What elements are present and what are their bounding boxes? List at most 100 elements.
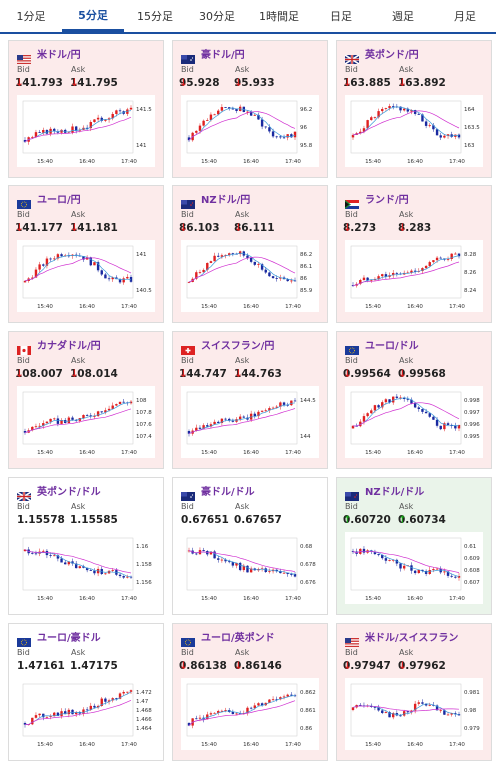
candle-body	[85, 127, 89, 129]
x-tick-label: 15:40	[201, 159, 217, 165]
tab-timeframe[interactable]: 15分足	[137, 10, 173, 23]
y-tick-label: 8.26	[464, 270, 477, 276]
candle-body	[351, 134, 355, 138]
price-chart[interactable]: 96.2 96 95.8 15:40 16:40 17:40	[181, 95, 319, 167]
candle-body	[249, 257, 253, 262]
tab-timeframe[interactable]: 1分足	[16, 10, 46, 23]
price-chart[interactable]: 0.862 0.861 0.86 15:40 16:40 17:40	[181, 678, 319, 750]
tab-timeframe[interactable]: 30分足	[199, 10, 235, 23]
pair-name[interactable]: 英ポンド/ドル	[37, 486, 101, 498]
card-header: 米ドル/円	[17, 46, 81, 64]
candle-body	[351, 425, 355, 429]
candle-body	[359, 704, 362, 706]
tab-timeframe[interactable]: 5分足	[62, 0, 124, 32]
quote-card[interactable]: ユーロ/円 Bid Ask ↓ 141.177 ↓ 141.181 141 140.5 15:40…	[8, 185, 164, 323]
tab-timeframe[interactable]: 月足	[454, 10, 476, 23]
price-chart[interactable]: 141.5 141 15:40 16:40 17:40	[17, 95, 155, 167]
x-tick-label: 17:40	[121, 159, 137, 165]
quote-card[interactable]: ランド/円 Bid Ask ↓ 8.273 ↓ 8.283 8.28 8.26 8.24 15:40…	[336, 185, 492, 323]
candle-body	[118, 401, 122, 405]
price-chart[interactable]: 1.16 1.158 1.156 15:40 16:40 17:40	[17, 532, 155, 604]
tab-timeframe[interactable]: 週足	[392, 10, 414, 23]
candle-body	[107, 700, 111, 702]
candle-body	[268, 408, 271, 411]
candle-body	[100, 117, 103, 121]
ask-label: Ask	[71, 502, 86, 511]
card-header: 英ポンド/ドル	[16, 483, 101, 502]
pair-name[interactable]: ランド/円	[365, 194, 409, 206]
quote-card[interactable]: ユーロ/ドル Bid Ask ↓ 0.99564 ↓ 0.99568 0.998 0.997 0.…	[336, 331, 492, 469]
ma-short-line	[352, 703, 460, 716]
quote-card[interactable]: NZドル/円 Bid Ask ↓ 86.103 ↓ 86.111 86.2 86.1 86 85.9…	[172, 185, 328, 323]
quote-card[interactable]: 米ドル/スイスフラン Bid Ask ↓ 0.97947 ↓ 0.97962 0.981 0.9…	[336, 623, 492, 761]
candle-body	[122, 576, 125, 578]
quote-card[interactable]: ユーロ/豪ドル Bid Ask 1.47161 1.47175 1.472 1.47 1.46…	[8, 623, 164, 761]
candle-body	[366, 413, 369, 417]
candle-body	[111, 113, 114, 119]
candle-body	[373, 706, 377, 708]
candle-body	[67, 255, 71, 257]
plot-frame	[186, 245, 298, 299]
pair-name[interactable]: スイスフラン/円	[201, 340, 275, 352]
price-chart[interactable]: 0.61 0.609 0.608 0.607 15:40 16:40 17:40	[345, 532, 483, 604]
candle-body	[224, 107, 227, 108]
price-chart[interactable]: 164 163.5 163 15:40 16:40 17:40	[345, 95, 483, 167]
pair-name[interactable]: 米ドル/円	[37, 49, 81, 61]
candle-body	[78, 712, 82, 714]
candle-body	[217, 421, 220, 423]
us-flag-icon	[345, 632, 359, 647]
pair-name[interactable]: ユーロ/豪ドル	[37, 632, 101, 644]
tab-timeframe[interactable]: 日足	[330, 10, 352, 23]
pair-name[interactable]: ユーロ/英ポンド	[201, 632, 275, 644]
candle-body	[56, 418, 60, 424]
candle-body	[260, 264, 264, 270]
candle-body	[406, 108, 410, 112]
price-chart[interactable]: 0.981 0.98 0.979 15:40 16:40 17:40	[345, 678, 483, 750]
candle-body	[446, 571, 450, 576]
price-chart[interactable]: 1.472 1.47 1.468 1.466 1.464 15:40 16:40 17:40	[17, 678, 155, 750]
pair-name[interactable]: 豪ドル/円	[201, 49, 245, 61]
price-chart[interactable]: 141 140.5 15:40 16:40 17:40	[17, 240, 155, 312]
quote-card[interactable]: スイスフラン/円 Bid Ask ↓ 144.747 ↓ 144.763 144.5 144 15…	[172, 331, 328, 469]
x-tick-label: 16:40	[407, 596, 423, 602]
price-chart[interactable]: 8.28 8.26 8.24 15:40 16:40 17:40	[345, 240, 483, 312]
candle-body	[268, 272, 271, 277]
pair-name[interactable]: 豪ドル/ドル	[201, 486, 255, 498]
price-chart[interactable]: 0.998 0.997 0.996 0.995 15:40 16:40 17:40	[345, 386, 483, 458]
candle-body	[228, 107, 231, 109]
ma-short-line	[352, 550, 460, 577]
candle-body	[89, 122, 92, 129]
pair-name[interactable]: NZドル/円	[201, 194, 251, 206]
quote-card[interactable]: 豪ドル/円 Bid Ask ↓ 95.928 ↓ 95.933 96.2 96 95.8 15:40…	[172, 40, 328, 178]
pair-name[interactable]: ユーロ/ドル	[365, 340, 419, 352]
bid-label: Bid	[345, 502, 358, 511]
price-chart[interactable]: 144.5 144 15:40 16:40 17:40	[181, 386, 319, 458]
candle-body	[257, 703, 260, 706]
pair-name[interactable]: 米ドル/スイスフラン	[365, 632, 459, 644]
pair-name[interactable]: ユーロ/円	[37, 194, 81, 206]
plot-frame	[186, 391, 298, 445]
x-tick-label: 16:40	[243, 596, 259, 602]
price-chart[interactable]: 0.68 0.678 0.676 15:40 16:40 17:40	[181, 532, 319, 604]
quote-card[interactable]: カナダドル/円 Bid Ask ↓ 108.007 ↓ 108.014 108 107.8 107…	[8, 331, 164, 469]
pair-name[interactable]: 英ポンド/円	[365, 49, 419, 61]
pair-name[interactable]: NZドル/ドル	[365, 486, 425, 498]
quote-card[interactable]: 豪ドル/ドル Bid Ask 0.67651 0.67657 0.68 0.678 0.676…	[172, 477, 328, 615]
ma-long-line	[188, 111, 296, 141]
price-chart[interactable]: 86.2 86.1 86 85.9 15:40 16:40 17:40	[181, 240, 319, 312]
candle-body	[377, 276, 380, 280]
candle-body	[402, 565, 406, 569]
price-chart[interactable]: 108 107.8 107.6 107.4 15:40 16:40 17:40	[17, 386, 155, 458]
pair-name[interactable]: カナダドル/円	[37, 340, 101, 352]
tab-timeframe[interactable]: 1時間足	[259, 10, 299, 23]
quote-card[interactable]: 米ドル/円 Bid Ask ↓ 141.793 ↓ 141.795 141.5 141 15:40…	[8, 40, 164, 178]
candle-body	[384, 274, 388, 277]
gb-flag-icon	[16, 486, 32, 502]
quote-card[interactable]: ユーロ/英ポンド Bid Ask ↓ 0.86138 ↓ 0.86146 0.862 0.861…	[172, 623, 328, 761]
quote-card[interactable]: 英ポンド/ドル Bid Ask 1.15578 1.15585 1.16 1.158 1.15…	[8, 477, 164, 615]
bid-value: 144.747	[179, 368, 227, 380]
x-tick-label: 17:40	[285, 450, 301, 456]
candle-body	[202, 425, 205, 429]
quote-card[interactable]: 英ポンド/円 Bid Ask ↓ 163.885 ↓ 163.892 164 163.5 163 1…	[336, 40, 492, 178]
quote-card[interactable]: NZドル/ドル Bid Ask ↑ 0.60720 ↑ 0.60734 0.61 0.609 0.…	[336, 477, 492, 615]
